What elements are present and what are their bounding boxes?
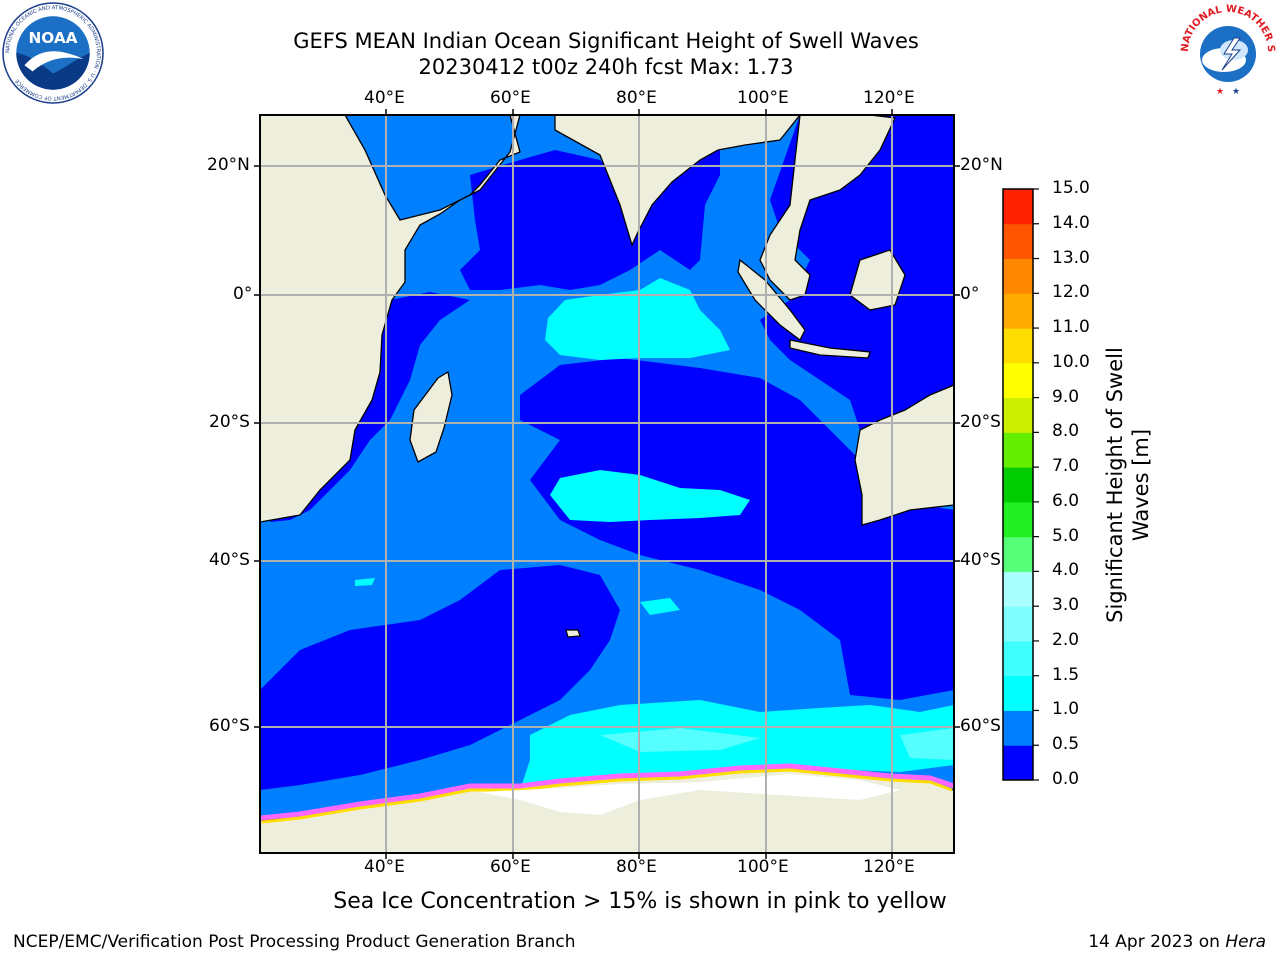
colorbar-band [1003,223,1033,260]
footer-branch: NCEP/EMC/Verification Post Processing Pr… [13,932,576,952]
colorbar-tick-label: 12.0 [1052,282,1090,303]
colorbar-band [1003,362,1033,399]
lon-label-bottom: 120°E [863,857,915,877]
colorbar-tick-label: 11.0 [1052,317,1090,338]
noaa-logo: NOAA NATIONAL OCEANIC AND ATMOSPHERIC AD… [2,2,104,104]
mid-swell-regions [355,278,954,790]
colorbar-tick-label: 14.0 [1052,212,1090,233]
lat-label-right: 20°S [960,412,1001,432]
footer-date-text: 14 Apr 2023 on [1088,932,1220,952]
map-title: GEFS MEAN Indian Ocean Significant Heigh… [293,29,919,53]
colorbar-tick-label: 15.0 [1052,178,1090,198]
map-frame [259,114,955,854]
lat-label-left: 60°S [209,716,250,736]
map-area [260,115,954,853]
kerguelen-island [565,629,581,638]
lon-label-top: 100°E [737,88,789,108]
colorbar-tick-label: 0.0 [1052,769,1080,789]
colorbar-tick-label: 1.5 [1052,664,1080,685]
lon-label-top: 40°E [364,88,405,108]
ice-shelf [480,774,900,815]
colorbar-tick-label: 1.0 [1052,699,1080,720]
colorbar-band [1003,328,1033,364]
colorbar-tick-label: 8.0 [1052,421,1080,442]
colorbar-tick-label: 10.0 [1052,351,1090,372]
footer-date: 14 Apr 2023 on Hera [1088,932,1266,952]
colorbar-band [1003,536,1033,572]
colorbar-band [1003,293,1033,329]
colorbar-band [1003,571,1033,607]
colorbar-band [1003,432,1033,468]
lon-label-top: 60°E [490,88,531,108]
lon-label-bottom: 40°E [364,857,405,877]
lat-label-right: 40°S [960,550,1001,570]
colorbar-band [1003,397,1033,433]
colorbar-tick-label: 3.0 [1052,595,1080,616]
colorbar-tick-label: 5.0 [1052,525,1080,546]
lon-label-bottom: 60°E [490,857,531,877]
colorbar-band [1003,258,1033,294]
lat-label-left: 0° [233,284,253,304]
svg-text:★: ★ [1216,87,1224,97]
colorbar [1003,189,1033,781]
colorbar-tick-label: 2.0 [1052,629,1080,650]
colorbar-tick-label: 4.0 [1052,560,1080,581]
lon-label-bottom: 80°E [616,857,657,877]
svg-text:★: ★ [1232,87,1240,97]
lat-label-right: 20°N [960,155,1003,175]
axis-ticks [254,109,960,859]
colorbar-band [1003,467,1033,503]
nws-logo: NATIONAL WEATHER SERVICE ★ ★ [1178,2,1276,100]
colorbar-tick-label: 6.0 [1052,490,1080,511]
colorbar-tick-label: 7.0 [1052,456,1080,477]
lat-label-right: 0° [960,284,980,304]
lat-label-left: 20°S [209,412,250,432]
colorbar-band [1003,710,1033,746]
lon-label-top: 80°E [616,88,657,108]
lat-label-left: 20°N [207,155,250,175]
map-subtitle: 20230412 t00z 240h fcst Max: 1.73 [418,55,794,79]
colorbar-tick-label: 13.0 [1052,247,1090,268]
sea-ice-edge [260,763,954,824]
svg-text:NOAA: NOAA [28,29,77,47]
colorbar-tick-label: 0.5 [1052,734,1080,755]
footer-machine: Hera [1225,932,1266,952]
colorbar-band [1003,745,1033,781]
lat-label-left: 40°S [209,550,250,570]
lat-label-right: 60°S [960,716,1001,736]
colorbar-band [1003,189,1033,225]
colorbar-frame [1002,188,1034,781]
lon-label-top: 120°E [863,88,915,108]
graticule [260,115,954,853]
colorbar-tick-label: 9.0 [1052,386,1080,407]
lon-label-bottom: 100°E [737,857,789,877]
sea-ice-note: Sea Ice Concentration > 15% is shown in … [333,889,947,914]
colorbar-band [1003,606,1033,642]
colorbar-band [1003,640,1033,677]
colorbar-ticks [1033,188,1039,781]
colorbar-band [1003,675,1033,711]
colorbar-title: Significant Height of Swell Waves [m] [1103,347,1153,623]
colorbar-band [1003,501,1033,538]
